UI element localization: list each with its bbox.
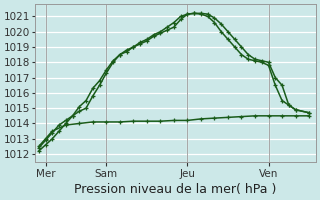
X-axis label: Pression niveau de la mer( hPa ): Pression niveau de la mer( hPa ): [74, 183, 276, 196]
